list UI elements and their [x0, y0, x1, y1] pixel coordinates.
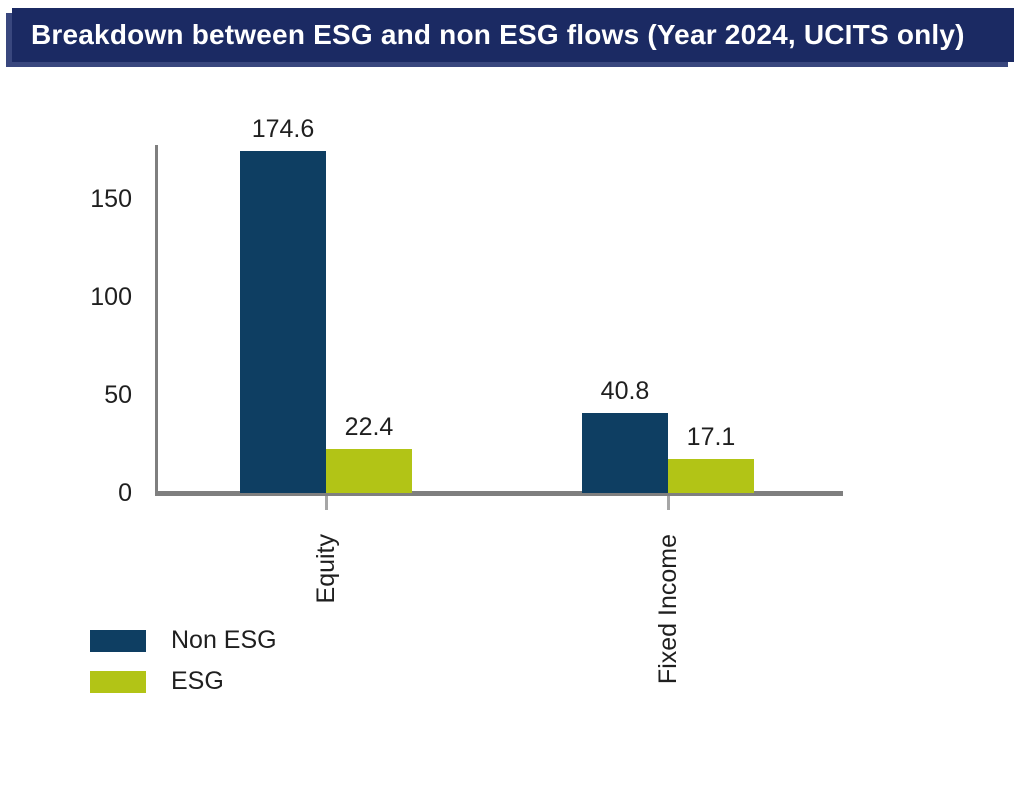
value-label-esg-equity: 22.4 — [344, 413, 394, 441]
value-label-non-esg-fixed-income: 40.8 — [600, 377, 650, 405]
page-title: Breakdown between ESG and non ESG flows … — [31, 19, 965, 50]
x-axis-line — [155, 491, 843, 496]
bar-esg-equity — [326, 449, 412, 493]
y-tick-label-0: 0 — [118, 479, 132, 507]
legend-item-esg: ESG — [90, 661, 277, 702]
bar-non-esg-fixed-income — [582, 413, 668, 493]
legend-swatch-non-esg — [90, 629, 146, 652]
value-label-non-esg-equity: 174.6 — [251, 115, 315, 143]
legend: Non ESG ESG — [90, 620, 277, 702]
legend-item-non-esg: Non ESG — [90, 620, 277, 661]
legend-label-esg: ESG — [171, 667, 224, 695]
bar-non-esg-equity — [240, 151, 326, 493]
y-axis-line — [155, 145, 158, 493]
y-tick-label-50: 50 — [104, 381, 132, 409]
value-label-esg-fixed-income: 17.1 — [686, 423, 736, 451]
x-category-label-equity: Equity — [312, 534, 340, 604]
y-tick-label-150: 150 — [90, 185, 132, 213]
legend-swatch-esg — [90, 670, 146, 693]
x-tick-mark-fixed-income — [667, 496, 670, 510]
bar-esg-fixed-income — [668, 459, 754, 493]
y-tick-label-100: 100 — [90, 283, 132, 311]
x-category-label-fixed-income: Fixed Income — [654, 534, 682, 685]
x-tick-mark-equity — [325, 496, 328, 510]
legend-label-non-esg: Non ESG — [171, 626, 277, 654]
title-bar: Breakdown between ESG and non ESG flows … — [12, 8, 1014, 62]
